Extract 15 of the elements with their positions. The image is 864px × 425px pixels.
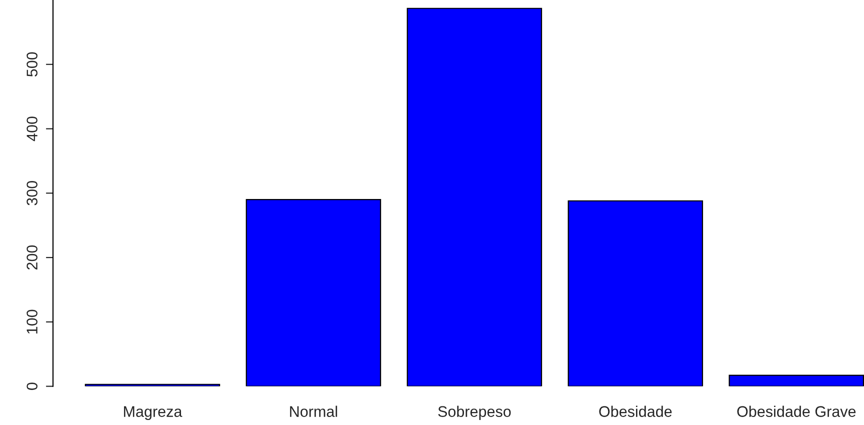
- bar: [406, 8, 542, 386]
- y-tick-label: 0: [26, 382, 38, 390]
- y-tick-label: 100: [26, 310, 38, 334]
- x-tick-label: Obesidade Grave: [737, 406, 856, 417]
- y-tick-label: 400: [26, 116, 38, 142]
- bar: [246, 199, 382, 386]
- y-tick-label: 200: [26, 245, 38, 270]
- bar: [728, 374, 864, 386]
- y-tick-label: 300: [26, 181, 38, 206]
- x-tick-label: Obesidade: [599, 406, 672, 417]
- y-tick-label: 500: [26, 52, 38, 77]
- x-tick-label: Magreza: [124, 406, 182, 420]
- x-tick-label: Normal: [290, 406, 338, 417]
- x-tick-label: Sobrepeso: [438, 406, 511, 420]
- bar: [568, 200, 704, 386]
